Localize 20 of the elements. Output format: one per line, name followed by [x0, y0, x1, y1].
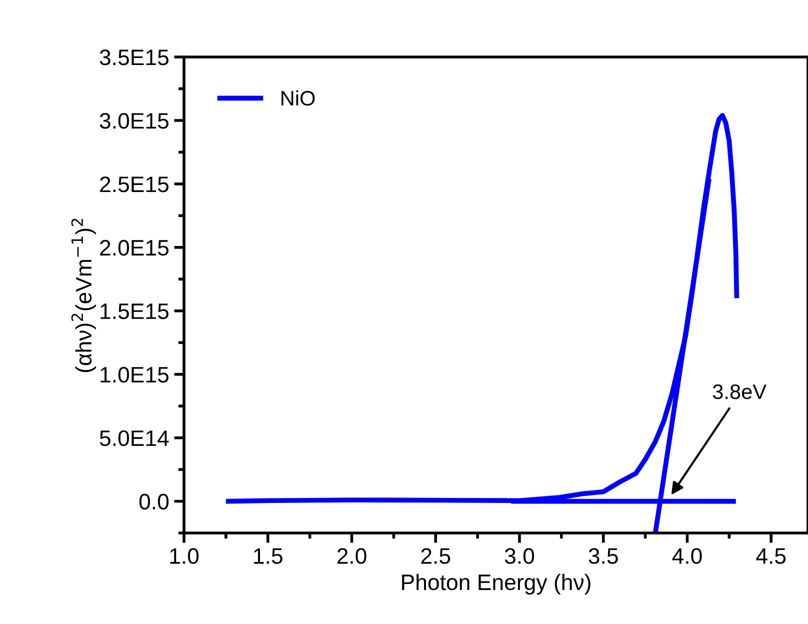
annotation: 3.8eV: [712, 384, 766, 400]
y-tick-label: 2.0E15: [100, 240, 168, 256]
y-tick-label: 1.0E15: [100, 366, 168, 383]
y-tick-label: 5.0E14: [100, 430, 169, 446]
x-tick-label: 1.5: [254, 548, 282, 564]
y-axis-title: (αhν)$^{2}$(eVm$^{−1}$)$^{2}$: [71, 218, 96, 372]
x-tick-label: 3.5: [588, 548, 618, 564]
x-tick-label: 1.0: [170, 548, 199, 564]
x-tick-label: 3.0: [504, 548, 534, 564]
y-tick-label: 0.0: [139, 494, 169, 510]
x-tick-label: 4.5: [756, 548, 786, 564]
y-tick-label: 2.5E15: [100, 176, 168, 192]
y-tick-label: 3.0E15: [100, 113, 168, 129]
x-tick-label: 2.0: [337, 548, 366, 564]
y-tick-label: 1.5E15: [100, 304, 168, 320]
legend-label: NiO: [282, 90, 315, 106]
x-tick-label: 4.0: [672, 548, 702, 564]
y-tick-label: 3.5E15: [100, 50, 168, 66]
x-axis-title: Photon Energy (hν): [402, 574, 590, 595]
x-tick-label: 2.5: [421, 548, 450, 564]
